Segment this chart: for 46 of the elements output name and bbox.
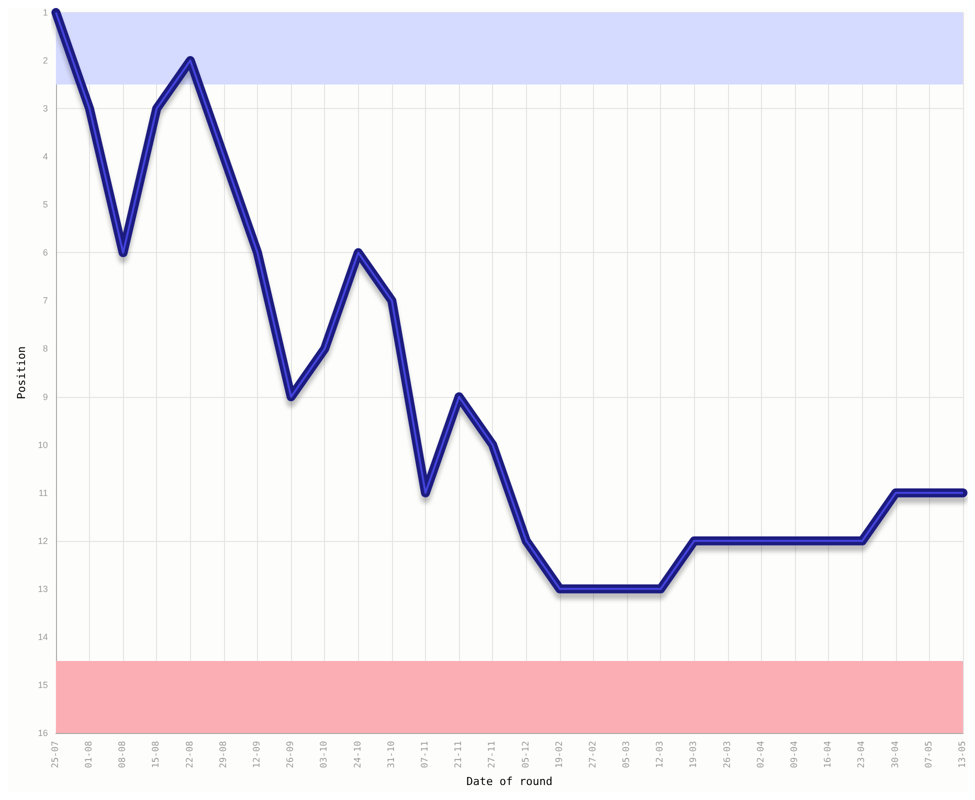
x-tick-label: 05-12 <box>521 741 532 768</box>
y-tick-label: 11 <box>38 488 48 498</box>
y-tick-label: 5 <box>42 200 48 210</box>
y-tick-label: 4 <box>42 152 48 162</box>
x-tick-label: 15-08 <box>152 741 162 768</box>
y-tick-label: 1 <box>42 8 48 18</box>
x-tick-label: 12-03 <box>656 741 666 768</box>
x-tick-label: 26-09 <box>286 741 296 768</box>
x-tick-label: 13-05 <box>958 741 968 768</box>
x-tick-label: 26-03 <box>722 741 733 768</box>
y-tick-label: 6 <box>42 248 48 258</box>
x-tick-label: 07-11 <box>420 741 430 768</box>
x-tick-label: 12-09 <box>252 741 262 768</box>
x-tick-label: 31-10 <box>386 741 397 768</box>
y-tick-label: 8 <box>42 344 48 354</box>
x-tick-label: 21-11 <box>454 741 464 768</box>
x-tick-label: 27-11 <box>488 741 498 768</box>
y-tick-label: 12 <box>38 536 48 546</box>
x-tick-label: 16-04 <box>824 741 834 768</box>
x-tick-label: 05-03 <box>622 741 632 768</box>
y-tick-label: 16 <box>38 728 48 738</box>
x-tick-label: 24-10 <box>353 741 364 768</box>
x-tick-label: 22-08 <box>185 741 196 768</box>
x-tick-label: 27-02 <box>588 741 598 768</box>
x-tick-label: 07-05 <box>924 741 934 768</box>
y-tick-label: 3 <box>42 104 48 114</box>
x-tick-label: 02-04 <box>756 741 766 768</box>
x-tick-label: 09-04 <box>790 741 800 768</box>
y-tick-label: 15 <box>38 680 48 690</box>
x-tick-label: 30-04 <box>890 741 901 768</box>
x-tick-label: 08-08 <box>118 741 128 768</box>
y-axis-title: Position <box>15 346 28 400</box>
y-tick-label: 10 <box>38 440 48 450</box>
x-tick-label: 01-08 <box>84 741 95 768</box>
y-tick-label: 9 <box>42 392 48 402</box>
x-tick-label: 03-10 <box>320 741 330 768</box>
y-tick-label: 2 <box>42 56 48 66</box>
x-axis-title: Date of round <box>466 775 552 788</box>
y-tick-label: 13 <box>38 584 48 594</box>
x-tick-label: 23-04 <box>857 741 868 768</box>
x-tick-label: 29-08 <box>218 741 229 768</box>
x-tick-label: 19-02 <box>554 741 565 768</box>
y-tick-label: 7 <box>42 296 48 306</box>
x-tick-label: 25-07 <box>50 741 61 768</box>
y-tick-label: 14 <box>38 632 48 642</box>
x-tick-label: 19-03 <box>689 741 700 768</box>
